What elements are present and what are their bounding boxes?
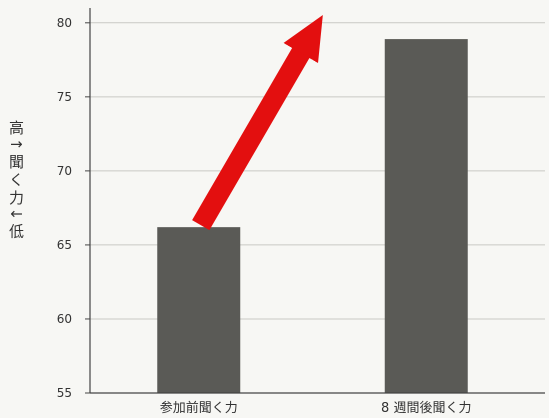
y-tick-labels: 55 60 65 70 75 80 <box>57 16 72 400</box>
y-axis-label: 高↑聞く力↓低 <box>7 120 25 241</box>
bars <box>157 39 468 393</box>
y-tick-label: 80 <box>57 16 72 30</box>
x-category-label: 参加前聞く力 <box>160 400 238 416</box>
bar-1 <box>157 227 241 393</box>
y-tick-label: 65 <box>57 238 72 252</box>
annotations <box>192 14 323 231</box>
bar-2 <box>384 39 468 393</box>
axes <box>85 8 545 394</box>
y-tick-label: 75 <box>57 90 72 104</box>
x-category-labels: 参加前聞く力 8 週間後聞く力 <box>160 400 472 416</box>
y-tick-label: 60 <box>57 312 72 326</box>
improvement-arrow <box>192 14 323 231</box>
y-tick-label: 70 <box>57 164 72 178</box>
y-tick-label: 55 <box>57 386 72 400</box>
x-category-label: 8 週間後聞く力 <box>381 401 471 416</box>
